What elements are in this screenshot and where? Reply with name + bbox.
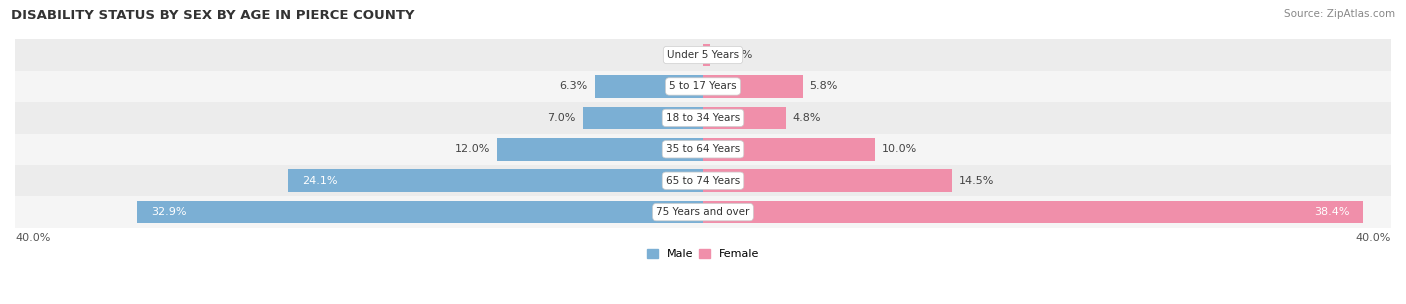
Bar xyxy=(703,44,710,66)
Text: 32.9%: 32.9% xyxy=(150,207,187,217)
Text: DISABILITY STATUS BY SEX BY AGE IN PIERCE COUNTY: DISABILITY STATUS BY SEX BY AGE IN PIERC… xyxy=(11,9,415,22)
Bar xyxy=(703,75,803,98)
Text: 5.8%: 5.8% xyxy=(810,81,838,92)
Bar xyxy=(288,169,703,192)
FancyBboxPatch shape xyxy=(15,165,1391,196)
Text: 24.1%: 24.1% xyxy=(302,176,337,186)
Bar xyxy=(703,201,1364,223)
Text: Under 5 Years: Under 5 Years xyxy=(666,50,740,60)
Text: 40.0%: 40.0% xyxy=(1355,233,1391,243)
Text: Source: ZipAtlas.com: Source: ZipAtlas.com xyxy=(1284,9,1395,19)
Text: 40.0%: 40.0% xyxy=(15,233,51,243)
FancyBboxPatch shape xyxy=(15,102,1391,133)
Text: 35 to 64 Years: 35 to 64 Years xyxy=(666,144,740,154)
Text: 75 Years and over: 75 Years and over xyxy=(657,207,749,217)
Text: 18 to 34 Years: 18 to 34 Years xyxy=(666,113,740,123)
FancyBboxPatch shape xyxy=(15,196,1391,228)
Bar xyxy=(703,138,875,161)
Text: 14.5%: 14.5% xyxy=(959,176,994,186)
FancyBboxPatch shape xyxy=(15,133,1391,165)
Bar xyxy=(703,107,786,129)
FancyBboxPatch shape xyxy=(15,71,1391,102)
Text: 5 to 17 Years: 5 to 17 Years xyxy=(669,81,737,92)
Text: 12.0%: 12.0% xyxy=(454,144,489,154)
Text: 0.43%: 0.43% xyxy=(717,50,752,60)
Bar xyxy=(582,107,703,129)
Text: 10.0%: 10.0% xyxy=(882,144,917,154)
Bar xyxy=(703,169,952,192)
Text: 4.8%: 4.8% xyxy=(793,113,821,123)
FancyBboxPatch shape xyxy=(15,39,1391,71)
Text: 38.4%: 38.4% xyxy=(1315,207,1350,217)
Legend: Male, Female: Male, Female xyxy=(643,245,763,264)
Bar xyxy=(496,138,703,161)
Bar xyxy=(595,75,703,98)
Text: 6.3%: 6.3% xyxy=(560,81,588,92)
Text: 0.0%: 0.0% xyxy=(668,50,696,60)
Text: 65 to 74 Years: 65 to 74 Years xyxy=(666,176,740,186)
Text: 7.0%: 7.0% xyxy=(547,113,575,123)
Bar xyxy=(138,201,703,223)
